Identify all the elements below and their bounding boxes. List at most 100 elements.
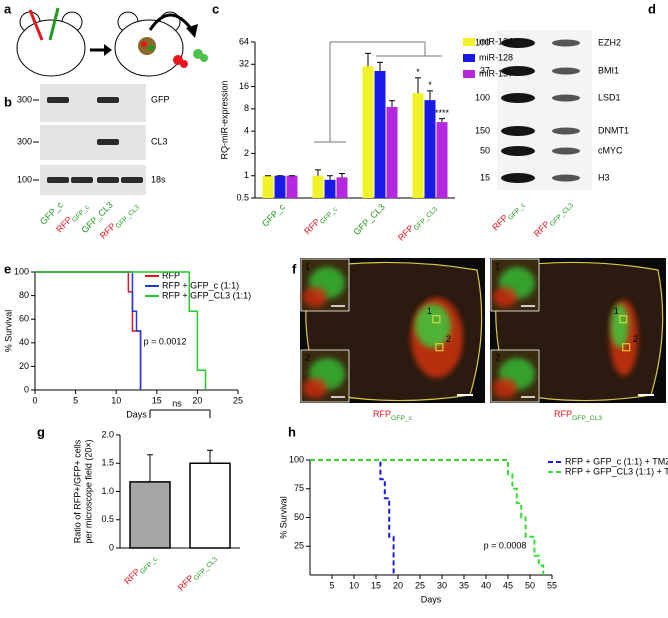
error-bar — [427, 90, 433, 101]
subscript: GFP_CL3 — [572, 415, 602, 422]
x-tick-label: 10 — [111, 395, 121, 405]
bar — [129, 481, 171, 549]
survival-line — [35, 271, 142, 390]
size-label: 300 — [17, 94, 32, 104]
roi-label: 1 — [614, 306, 619, 316]
tumor-green — [414, 303, 451, 348]
label-text: RFP — [554, 409, 572, 419]
bar — [286, 175, 298, 198]
band-label: CL3 — [151, 136, 168, 146]
y-tick-label: 0.5 — [236, 192, 249, 202]
y-tick-label: 2 — [244, 148, 249, 158]
cell — [180, 60, 188, 68]
lane-label: RFPGFP_CL3 — [532, 198, 575, 241]
x-axis-label: Days — [126, 409, 147, 419]
error-bar — [339, 173, 345, 178]
protein-label: LSD1 — [598, 92, 621, 102]
inset-red — [493, 287, 517, 307]
survival-line — [310, 459, 545, 575]
x-tick-label: 20 — [192, 395, 202, 405]
significance: * — [428, 80, 432, 90]
x-tick-label: GFP_CL3 — [352, 202, 387, 237]
subscript: GFP_c — [507, 201, 527, 221]
subscript: GFP_c — [139, 555, 159, 575]
y-tick-label: 16 — [239, 81, 249, 91]
x-tick-label: 15 — [371, 580, 381, 590]
y-tick-label: 40 — [19, 337, 29, 347]
y-tick-label: 100 — [289, 454, 304, 464]
inset-label: 2 — [305, 352, 310, 362]
blot-band — [552, 147, 580, 155]
protein-label: EZH2 — [598, 37, 621, 47]
bar — [362, 66, 374, 199]
x-tick-label: 5 — [73, 395, 78, 405]
y-axis-label: % Survival — [3, 310, 13, 353]
y-tick-label: 2.0 — [101, 429, 114, 439]
blot-band — [501, 126, 535, 136]
subscript: GFP_CL3 — [413, 206, 439, 232]
x-tick-label: 10 — [349, 580, 359, 590]
x-tick-label: RFPGFP_CL3 — [176, 552, 219, 595]
x-tick-label: 0 — [32, 395, 37, 405]
panel-letter: h — [288, 424, 296, 439]
bar — [386, 106, 398, 198]
roi-box — [432, 315, 441, 324]
size-label: 37 — [480, 65, 490, 75]
blot-band — [552, 94, 580, 102]
legend-label: RFP + GFP_c (1:1) + TMZ — [565, 456, 668, 466]
tumor-green — [610, 303, 629, 348]
error-bar — [389, 100, 395, 107]
y-tick-label: 25 — [294, 541, 304, 551]
inset-label: 1 — [305, 261, 310, 271]
tumor — [138, 37, 156, 55]
y-tick-label: 0 — [24, 384, 29, 394]
protein-label: DNMT1 — [598, 125, 629, 135]
size-label: 100 — [475, 37, 490, 47]
y-axis-label: RQ-miR-expression — [219, 80, 229, 159]
blot-band — [552, 174, 580, 182]
x-tick-label: 25 — [233, 395, 243, 405]
blot-band — [552, 67, 580, 75]
blot-bg — [497, 30, 592, 190]
gel-strip — [40, 125, 146, 160]
blot-band — [552, 127, 580, 135]
y-tick-label: 4 — [244, 126, 249, 136]
y-tick-label: 8 — [244, 103, 249, 113]
error-bar — [147, 454, 153, 482]
bar — [436, 122, 448, 198]
annotation: ns — [172, 398, 182, 408]
y-tick-label: 64 — [239, 36, 249, 46]
panel-letter: d — [648, 1, 656, 16]
x-tick-label: 15 — [152, 395, 162, 405]
label-text: GFP_c — [260, 202, 287, 229]
survival-line — [310, 459, 395, 575]
y-tick-label: 1.5 — [101, 458, 114, 468]
inset-label: 2 — [495, 352, 500, 362]
caption: RFPGFP_c — [373, 409, 413, 421]
survival-line — [35, 271, 207, 390]
x-tick-label: 25 — [415, 580, 425, 590]
x-tick-label: 50 — [525, 580, 535, 590]
y-tick-label: 75 — [294, 483, 304, 493]
legend-label: RFP + GFP_CL3 (1:1) + TMZ — [565, 466, 668, 476]
tumor-cell — [141, 41, 147, 47]
size-label: 100 — [17, 174, 32, 184]
y-tick-label: 1.0 — [101, 486, 114, 496]
y-tick-label: 0.5 — [101, 514, 114, 524]
roi-label: 1 — [427, 306, 432, 316]
legend-swatch — [463, 54, 475, 62]
size-label: 15 — [480, 172, 490, 182]
panel-letter: c — [212, 1, 219, 16]
y-tick-label: 20 — [19, 361, 29, 371]
bar — [374, 70, 386, 198]
inset-label: 1 — [495, 261, 500, 271]
y-axis-label: per microscope field (20×) — [83, 439, 93, 543]
syringe — [48, 7, 60, 41]
gel-band — [47, 97, 69, 103]
error-bar — [415, 77, 421, 94]
error-bar — [327, 175, 333, 180]
arrow-head — [186, 24, 198, 38]
legend-label: miR-124 — [479, 36, 513, 46]
gel-band — [47, 177, 69, 183]
